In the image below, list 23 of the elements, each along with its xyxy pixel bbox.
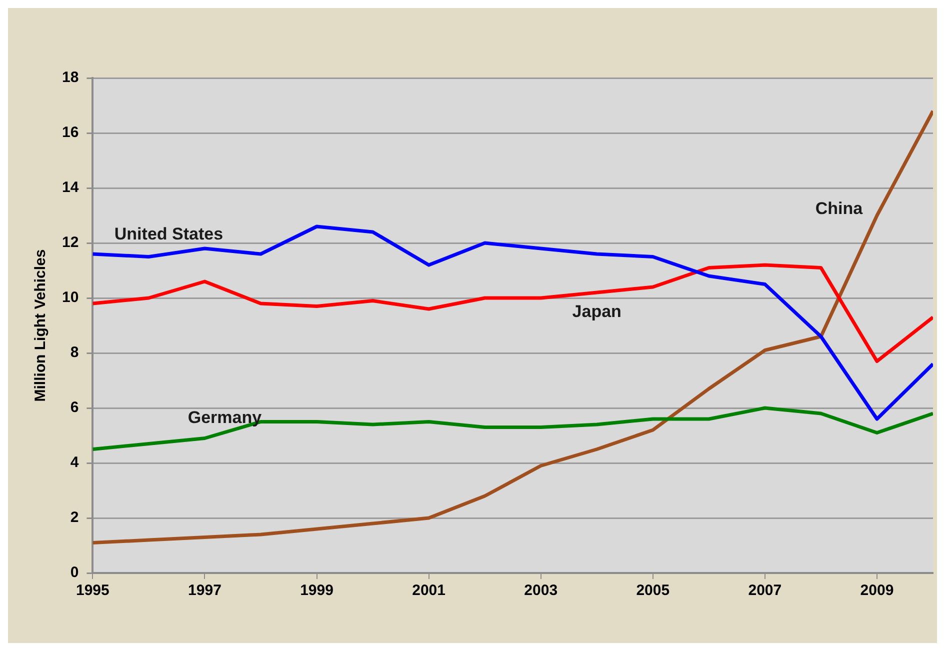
- y-tick-label: 12: [62, 234, 79, 252]
- x-tick-label: 1995: [76, 582, 110, 600]
- series-label: China: [815, 199, 864, 218]
- x-tick-label: 2009: [860, 582, 894, 600]
- x-tick-label: 1999: [300, 582, 334, 600]
- x-tick-label: 2007: [748, 582, 782, 600]
- y-tick-label: 2: [70, 509, 79, 526]
- x-tick-label: 2001: [412, 582, 446, 600]
- series-label: Japan: [572, 302, 622, 322]
- y-tick-label: 8: [70, 344, 79, 362]
- x-tick-label: 2005: [636, 582, 670, 600]
- y-tick-label: 10: [62, 289, 79, 306]
- y-tick-label: 18: [62, 69, 79, 86]
- y-tick-label: 16: [62, 124, 79, 142]
- series-label: United States: [114, 224, 224, 244]
- x-tick-label: 2003: [524, 582, 558, 600]
- x-tick-label: 1997: [188, 582, 222, 600]
- y-tick-label: 4: [70, 454, 80, 472]
- y-tick-label: 14: [62, 179, 80, 196]
- y-axis-title: Million Light Vehicles: [32, 249, 50, 402]
- y-tick-label: 6: [70, 399, 79, 416]
- series-label: Germany: [188, 408, 262, 427]
- y-tick-label: 0: [70, 564, 79, 582]
